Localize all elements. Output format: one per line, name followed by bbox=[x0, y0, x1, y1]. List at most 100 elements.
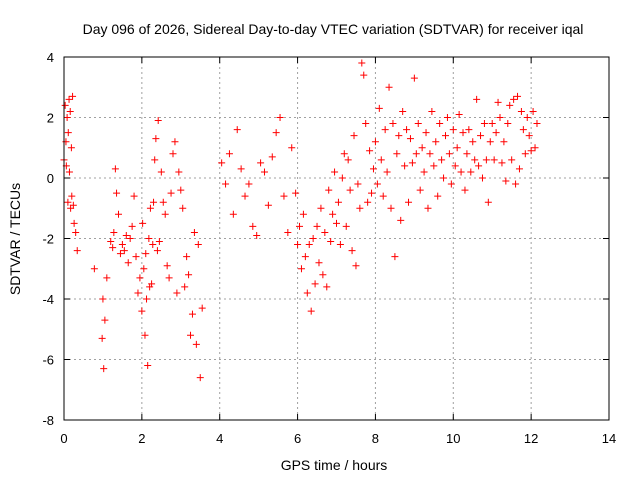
x-tick-label: 6 bbox=[294, 431, 301, 446]
data-point bbox=[436, 120, 444, 128]
data-point bbox=[120, 247, 128, 255]
data-point bbox=[371, 138, 379, 146]
data-point bbox=[517, 107, 525, 115]
data-point bbox=[405, 198, 413, 206]
data-point bbox=[276, 114, 284, 121]
data-point bbox=[333, 219, 340, 227]
data-point bbox=[342, 222, 350, 230]
data-point bbox=[523, 114, 531, 121]
data-point bbox=[401, 162, 409, 170]
data-point bbox=[126, 235, 134, 242]
data-point bbox=[73, 247, 81, 255]
data-point bbox=[514, 92, 522, 100]
data-point bbox=[438, 156, 446, 164]
data-point bbox=[356, 204, 364, 212]
data-point bbox=[352, 262, 360, 270]
data-point bbox=[393, 150, 401, 158]
data-point bbox=[453, 144, 461, 152]
y-tick-label: 0 bbox=[47, 171, 54, 186]
data-point bbox=[145, 235, 153, 242]
x-tick-label: 8 bbox=[372, 431, 379, 446]
y-axis-label: SDTVAR / TECUs bbox=[7, 183, 23, 295]
data-point bbox=[408, 159, 416, 167]
data-point bbox=[510, 95, 518, 103]
data-point bbox=[331, 168, 339, 176]
data-point bbox=[379, 192, 387, 200]
data-point bbox=[187, 331, 195, 339]
data-point bbox=[153, 247, 161, 255]
data-point bbox=[253, 231, 261, 239]
data-point bbox=[149, 241, 157, 249]
data-point bbox=[319, 271, 327, 279]
data-point bbox=[194, 241, 202, 249]
data-point bbox=[140, 265, 148, 273]
data-point bbox=[111, 165, 119, 173]
data-point bbox=[424, 204, 432, 212]
data-point bbox=[233, 126, 241, 134]
plot-frame bbox=[63, 56, 610, 421]
data-point bbox=[110, 228, 118, 236]
data-point bbox=[498, 159, 506, 167]
data-point bbox=[190, 228, 198, 236]
data-point bbox=[128, 222, 136, 230]
data-point bbox=[317, 204, 325, 212]
data-point bbox=[471, 156, 479, 164]
data-point bbox=[113, 189, 121, 197]
data-point bbox=[297, 265, 305, 273]
data-point bbox=[461, 186, 469, 194]
data-point bbox=[99, 295, 107, 303]
data-point bbox=[292, 189, 300, 197]
data-point bbox=[132, 253, 140, 261]
data-point bbox=[467, 168, 475, 176]
data-point bbox=[63, 114, 71, 121]
y-tick-label: -8 bbox=[42, 413, 54, 428]
data-point bbox=[369, 165, 377, 173]
data-point bbox=[321, 228, 329, 236]
data-point bbox=[245, 180, 253, 188]
data-point bbox=[368, 189, 376, 197]
data-point bbox=[508, 156, 516, 164]
data-point bbox=[430, 162, 438, 170]
data-point bbox=[525, 132, 533, 140]
data-point bbox=[477, 132, 485, 140]
data-point bbox=[360, 71, 368, 79]
x-tick-label: 14 bbox=[602, 431, 616, 446]
data-point bbox=[416, 186, 424, 194]
data-point bbox=[410, 74, 418, 82]
data-point bbox=[103, 274, 111, 282]
data-point bbox=[65, 95, 73, 103]
data-point bbox=[490, 156, 498, 164]
data-point bbox=[70, 219, 78, 227]
data-point bbox=[325, 186, 333, 194]
data-point bbox=[443, 114, 451, 121]
data-point bbox=[473, 95, 481, 103]
data-point bbox=[475, 162, 483, 170]
data-point bbox=[463, 150, 471, 158]
data-point bbox=[98, 334, 106, 342]
data-point bbox=[447, 180, 455, 188]
data-point bbox=[144, 362, 152, 370]
data-point bbox=[445, 150, 453, 158]
grid-lines bbox=[64, 57, 609, 420]
data-point bbox=[527, 147, 535, 155]
data-point bbox=[519, 126, 527, 134]
x-tick-label: 12 bbox=[524, 431, 538, 446]
data-point bbox=[406, 135, 414, 143]
x-tick-label: 2 bbox=[138, 431, 145, 446]
data-point bbox=[272, 129, 280, 137]
data-point bbox=[440, 174, 448, 182]
data-point bbox=[159, 198, 167, 206]
y-tick-label: -2 bbox=[42, 232, 54, 247]
data-point bbox=[506, 101, 514, 109]
data-point bbox=[64, 198, 72, 206]
data-point bbox=[138, 307, 146, 315]
data-point bbox=[344, 156, 352, 164]
data-point bbox=[136, 274, 144, 282]
data-point bbox=[494, 98, 502, 106]
data-point bbox=[397, 216, 405, 224]
data-point bbox=[504, 120, 512, 128]
data-point bbox=[64, 129, 72, 137]
data-point bbox=[459, 129, 467, 137]
data-point bbox=[348, 247, 356, 255]
data-point bbox=[338, 174, 346, 182]
